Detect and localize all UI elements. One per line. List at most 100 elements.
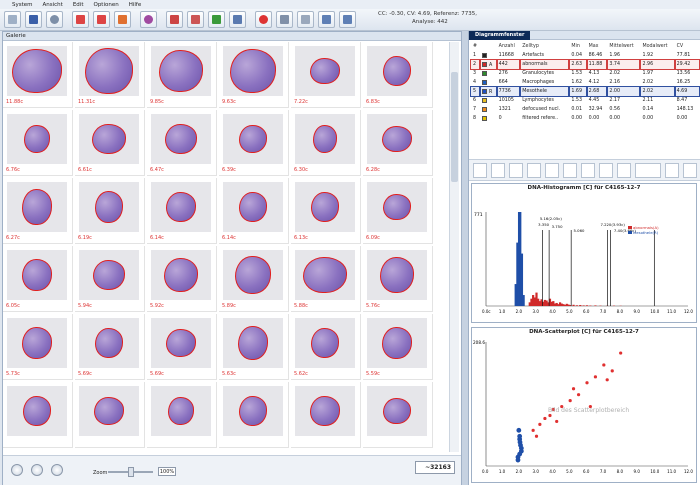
class-row[interactable]: 7 1321 defocused nucl. 0.01 32.94 0.56 0.14 14… bbox=[471, 105, 699, 114]
plot-thumb-5[interactable] bbox=[545, 163, 559, 178]
crosshair-button[interactable] bbox=[72, 11, 89, 28]
gallery-cell[interactable]: 5.88c bbox=[291, 246, 361, 312]
gallery-cell[interactable]: 9.85c bbox=[147, 42, 217, 108]
histogram-chart[interactable]: 771 0.0c 1.0 2.0 3.0 4.0 5.0 6.0 7.0 8.0 9.0 10.0 11… bbox=[472, 184, 696, 322]
gallery-cell[interactable]: 11.31c bbox=[75, 42, 145, 108]
gallery-cell[interactable] bbox=[363, 382, 433, 448]
zoom-value[interactable]: 100% bbox=[158, 467, 176, 476]
row-swatch[interactable] bbox=[480, 51, 496, 60]
filter-button[interactable] bbox=[276, 11, 293, 28]
gallery-cell[interactable] bbox=[147, 382, 217, 448]
plot-thumb-1[interactable] bbox=[473, 163, 487, 178]
zoom-in-icon[interactable] bbox=[51, 464, 63, 476]
gallery-cell[interactable]: 6.61c bbox=[75, 110, 145, 176]
gallery-cell[interactable]: 5.73c bbox=[3, 314, 73, 380]
layout-button[interactable] bbox=[297, 11, 314, 28]
plot-thumb-6[interactable] bbox=[563, 163, 577, 178]
chart-button[interactable] bbox=[93, 11, 110, 28]
class-row[interactable]: 5 R 7736 Mesothele 1.69 2.68 2.00 2.02 4.69 bbox=[469, 86, 700, 97]
table-button[interactable] bbox=[339, 11, 356, 28]
plot-thumb-11[interactable] bbox=[665, 163, 679, 178]
gallery-cell[interactable]: 5.76c bbox=[363, 246, 433, 312]
class-row[interactable]: 8 0 filtered refere.. 0.00 0.00 0.00 0.00 0.00 bbox=[471, 114, 699, 123]
color-swatch-icon bbox=[482, 88, 488, 94]
row-swatch[interactable] bbox=[480, 78, 496, 87]
plot-thumb-2[interactable] bbox=[491, 163, 505, 178]
class-row[interactable]: 1 11668 Artefacts 0.04 86.46 1.96 1.92 77.81 bbox=[471, 51, 699, 60]
menu-edit[interactable]: Edit bbox=[72, 1, 84, 8]
gallery-cell[interactable]: 6.83c bbox=[363, 42, 433, 108]
export-button[interactable] bbox=[229, 11, 246, 28]
gallery-cell[interactable]: 6.47c bbox=[147, 110, 217, 176]
plot-thumb-12[interactable] bbox=[683, 163, 697, 178]
gallery-cell[interactable]: 6.14c bbox=[219, 178, 289, 244]
gallery-cell[interactable]: 5.92c bbox=[147, 246, 217, 312]
gallery-cell[interactable]: 6.30c bbox=[291, 110, 361, 176]
plot-thumb-10[interactable] bbox=[635, 163, 661, 178]
zoom-fit-icon[interactable] bbox=[31, 464, 43, 476]
menu-system[interactable]: System bbox=[12, 1, 33, 8]
gallery-cell[interactable]: 5.69c bbox=[75, 314, 145, 380]
gallery-cell[interactable]: 6.19c bbox=[75, 178, 145, 244]
sort-button[interactable] bbox=[114, 11, 131, 28]
row-swatch[interactable]: R bbox=[479, 86, 498, 97]
save-button[interactable] bbox=[25, 11, 42, 28]
gallery-button[interactable] bbox=[187, 11, 204, 28]
gallery-cell[interactable] bbox=[75, 382, 145, 448]
gallery-cell[interactable]: 6.09c bbox=[363, 178, 433, 244]
gallery-cell[interactable] bbox=[3, 382, 73, 448]
gallery-cell[interactable]: 7.22c bbox=[291, 42, 361, 108]
gallery-cell[interactable]: 11.88c bbox=[3, 42, 73, 108]
zoom-slider-knob[interactable] bbox=[127, 467, 134, 477]
plot-thumb-3[interactable] bbox=[509, 163, 523, 178]
class-row[interactable]: 6 10105 Lymphocytes 1.53 4.45 2.17 2.11 8.47 bbox=[471, 96, 699, 105]
gallery-cell[interactable] bbox=[291, 382, 361, 448]
gallery-cell[interactable]: 6.05c bbox=[3, 246, 73, 312]
gallery-cell[interactable]: 6.27c bbox=[3, 178, 73, 244]
panel-splitter[interactable] bbox=[462, 31, 468, 485]
menu-hilfe[interactable]: Hilfe bbox=[128, 1, 142, 8]
menu-ansicht[interactable]: Ansicht bbox=[42, 1, 63, 8]
plot-thumb-7[interactable] bbox=[581, 163, 595, 178]
gallery-cell[interactable]: 5.62c bbox=[291, 314, 361, 380]
gallery-cell[interactable]: 6.76c bbox=[3, 110, 73, 176]
settings-button[interactable] bbox=[46, 11, 63, 28]
plot-thumb-8[interactable] bbox=[599, 163, 613, 178]
row-swatch[interactable] bbox=[480, 69, 496, 78]
plot-thumb-4[interactable] bbox=[527, 163, 541, 178]
row-swatch[interactable] bbox=[480, 105, 496, 114]
cell-button[interactable] bbox=[140, 11, 157, 28]
gallery-cell[interactable]: 5.94c bbox=[75, 246, 145, 312]
class-row[interactable]: 4 664 Macrophages 1.62 4.12 2.16 2.02 16.25 bbox=[471, 78, 699, 87]
gallery-cell[interactable]: 5.69c bbox=[147, 314, 217, 380]
gallery-cell[interactable]: 6.39c bbox=[219, 110, 289, 176]
gallery-cell[interactable]: 5.89c bbox=[219, 246, 289, 312]
window-button[interactable] bbox=[166, 11, 183, 28]
plot-toolbar bbox=[469, 159, 700, 181]
gallery-cell[interactable] bbox=[219, 382, 289, 448]
gallery-cell[interactable]: 5.59c bbox=[363, 314, 433, 380]
scrollbar-thumb[interactable] bbox=[451, 72, 458, 182]
forward-button[interactable] bbox=[208, 11, 225, 28]
class-row[interactable]: 2 A 442 abnormals 2.63 11.88 3.74 2.96 29.42 bbox=[469, 59, 700, 70]
scatter-chart[interactable]: 208.6 0.0 1.0 2.0 3.0 4.0 5.0 6.0 7.0 8.0 9.0 10.0 1… bbox=[472, 328, 696, 482]
gallery-cell[interactable]: 6.14c bbox=[147, 178, 217, 244]
target-button[interactable] bbox=[255, 11, 272, 28]
gallery-cell[interactable]: 9.63c bbox=[219, 42, 289, 108]
gallery-cell[interactable]: 6.28c bbox=[363, 110, 433, 176]
gallery-cell[interactable]: 6.13c bbox=[291, 178, 361, 244]
zoom-out-icon[interactable] bbox=[11, 464, 23, 476]
scatter-frame: DNA-Scatterplot [C] für C4165-12-7 208.6… bbox=[471, 327, 697, 483]
row-swatch[interactable]: A bbox=[479, 59, 498, 70]
gallery-scrollbar[interactable] bbox=[449, 42, 459, 452]
class-row[interactable]: 3 276 Granulocytes 1.53 4.13 2.02 1.97 13.56 bbox=[471, 69, 699, 78]
plot-thumb-9[interactable] bbox=[617, 163, 631, 178]
grid-button[interactable] bbox=[318, 11, 335, 28]
row-swatch[interactable] bbox=[480, 114, 496, 123]
row-swatch[interactable] bbox=[480, 96, 496, 105]
row-type: abnormals bbox=[519, 59, 571, 70]
menu-optionen[interactable]: Optionen bbox=[93, 1, 119, 8]
tab-diagrammfenster[interactable]: Diagrammfenster bbox=[469, 31, 531, 40]
gallery-cell[interactable]: 5.63c bbox=[219, 314, 289, 380]
back-button[interactable] bbox=[4, 11, 21, 28]
